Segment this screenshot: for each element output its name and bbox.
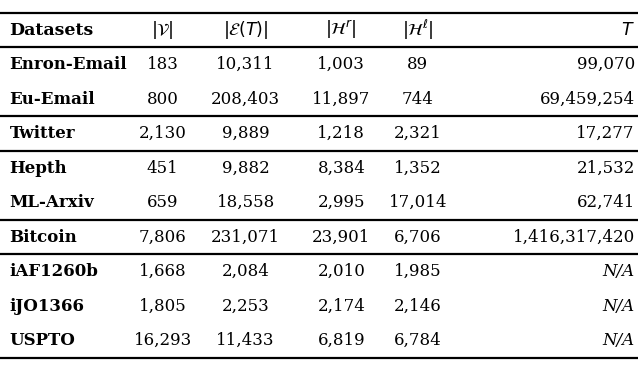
Text: 9,889: 9,889	[222, 125, 269, 142]
Text: Bitcoin: Bitcoin	[10, 229, 77, 246]
Text: 1,416,317,420: 1,416,317,420	[512, 229, 635, 246]
Text: 8,384: 8,384	[317, 160, 366, 177]
Text: 23,901: 23,901	[312, 229, 371, 246]
Text: 1,003: 1,003	[317, 56, 366, 73]
Text: N/A: N/A	[603, 298, 635, 315]
Text: 62,741: 62,741	[577, 194, 635, 211]
Text: 231,071: 231,071	[211, 229, 280, 246]
Text: 11,433: 11,433	[216, 332, 275, 349]
Text: iAF1260b: iAF1260b	[10, 263, 98, 280]
Text: 9,882: 9,882	[222, 160, 269, 177]
Text: 2,010: 2,010	[317, 263, 366, 280]
Text: 17,014: 17,014	[389, 194, 447, 211]
Text: 2,174: 2,174	[317, 298, 366, 315]
Text: Hepth: Hepth	[10, 160, 67, 177]
Text: 659: 659	[147, 194, 179, 211]
Text: 1,985: 1,985	[394, 263, 441, 280]
Text: 6,819: 6,819	[318, 332, 365, 349]
Text: 451: 451	[147, 160, 179, 177]
Text: 99,070: 99,070	[577, 56, 635, 73]
Text: 183: 183	[147, 56, 179, 73]
Text: 18,558: 18,558	[216, 194, 275, 211]
Text: 69,459,254: 69,459,254	[540, 91, 635, 108]
Text: Eu-Email: Eu-Email	[10, 91, 95, 108]
Text: $|\mathcal{E}(T)|$: $|\mathcal{E}(T)|$	[223, 19, 269, 41]
Text: Twitter: Twitter	[10, 125, 75, 142]
Text: 744: 744	[402, 91, 434, 108]
Text: 2,321: 2,321	[394, 125, 442, 142]
Text: $|\mathcal{H}^r|$: $|\mathcal{H}^r|$	[325, 19, 357, 41]
Text: 1,805: 1,805	[139, 298, 186, 315]
Text: 6,784: 6,784	[394, 332, 441, 349]
Text: $|\mathcal{V}|$: $|\mathcal{V}|$	[151, 19, 174, 41]
Text: 10,311: 10,311	[216, 56, 275, 73]
Text: 2,995: 2,995	[318, 194, 365, 211]
Text: 6,706: 6,706	[394, 229, 441, 246]
Text: 2,253: 2,253	[222, 298, 269, 315]
Text: 1,352: 1,352	[394, 160, 441, 177]
Text: 800: 800	[147, 91, 179, 108]
Text: 2,130: 2,130	[138, 125, 187, 142]
Text: N/A: N/A	[603, 263, 635, 280]
Text: USPTO: USPTO	[10, 332, 75, 349]
Text: $|\mathcal{H}^{\ell}|$: $|\mathcal{H}^{\ell}|$	[402, 18, 434, 42]
Text: 89: 89	[407, 56, 429, 73]
Text: 1,668: 1,668	[139, 263, 186, 280]
Text: 16,293: 16,293	[133, 332, 192, 349]
Text: Datasets: Datasets	[10, 22, 94, 38]
Text: ML-Arxiv: ML-Arxiv	[10, 194, 94, 211]
Text: 7,806: 7,806	[139, 229, 186, 246]
Text: 21,532: 21,532	[577, 160, 635, 177]
Text: $T$: $T$	[621, 22, 635, 38]
Text: 1,218: 1,218	[317, 125, 366, 142]
Text: N/A: N/A	[603, 332, 635, 349]
Text: 11,897: 11,897	[312, 91, 371, 108]
Text: Enron-Email: Enron-Email	[10, 56, 127, 73]
Text: iJO1366: iJO1366	[10, 298, 85, 315]
Text: 2,084: 2,084	[221, 263, 270, 280]
Text: 2,146: 2,146	[394, 298, 441, 315]
Text: 208,403: 208,403	[211, 91, 280, 108]
Text: 17,277: 17,277	[576, 125, 635, 142]
